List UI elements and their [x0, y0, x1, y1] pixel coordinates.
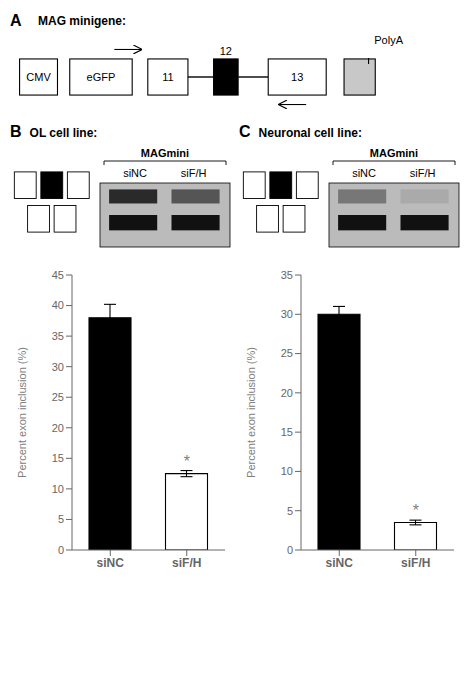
svg-text:siNC: siNC — [352, 167, 376, 179]
svg-text:20: 20 — [281, 387, 293, 399]
svg-text:20: 20 — [52, 422, 64, 434]
svg-text:13: 13 — [291, 71, 303, 83]
svg-text:siNC: siNC — [97, 556, 125, 570]
svg-text:siF/H: siF/H — [410, 167, 436, 179]
svg-text:*: * — [184, 453, 190, 470]
svg-text:35: 35 — [52, 330, 64, 342]
svg-text:30: 30 — [52, 361, 64, 373]
svg-text:PolyA: PolyA — [374, 34, 403, 46]
svg-text:Percent exon inclusion (%): Percent exon inclusion (%) — [245, 347, 257, 478]
svg-text:35: 35 — [281, 269, 293, 281]
svg-text:15: 15 — [52, 452, 64, 464]
svg-text:siNC: siNC — [326, 556, 354, 570]
svg-text:siNC: siNC — [123, 167, 147, 179]
svg-text:CMV: CMV — [26, 71, 51, 83]
svg-text:40: 40 — [52, 299, 64, 311]
svg-text:siF/H: siF/H — [181, 167, 207, 179]
svg-text:15: 15 — [281, 426, 293, 438]
svg-text:MAG minigene:: MAG minigene: — [38, 14, 126, 28]
svg-text:siF/H: siF/H — [401, 556, 430, 570]
svg-text:25: 25 — [281, 347, 293, 359]
html-text:OL cell line:: OL cell line: — [29, 126, 98, 140]
svg-text:*: * — [413, 502, 419, 519]
svg-text:A: A — [10, 12, 22, 29]
svg-text:siF/H: siF/H — [172, 556, 201, 570]
html-text:Neuronal cell line:: Neuronal cell line: — [258, 126, 362, 140]
svg-text:11: 11 — [162, 71, 173, 83]
svg-text:30: 30 — [281, 308, 293, 320]
svg-text:12: 12 — [220, 45, 232, 57]
svg-text:10: 10 — [52, 483, 64, 495]
svg-text:10: 10 — [281, 465, 293, 477]
svg-text:25: 25 — [52, 391, 64, 403]
svg-text:5: 5 — [287, 505, 293, 517]
svg-text:eGFP: eGFP — [87, 71, 116, 83]
svg-text:MAGmini: MAGmini — [370, 147, 418, 159]
svg-text:MAGmini: MAGmini — [141, 147, 189, 159]
svg-text:5: 5 — [58, 513, 64, 525]
svg-text:45: 45 — [52, 269, 64, 281]
svg-text:0: 0 — [287, 544, 293, 556]
html-text:B: B — [10, 123, 22, 140]
svg-text:Percent exon inclusion (%): Percent exon inclusion (%) — [16, 347, 28, 478]
html-text:C: C — [239, 123, 251, 140]
svg-text:0: 0 — [58, 544, 64, 556]
